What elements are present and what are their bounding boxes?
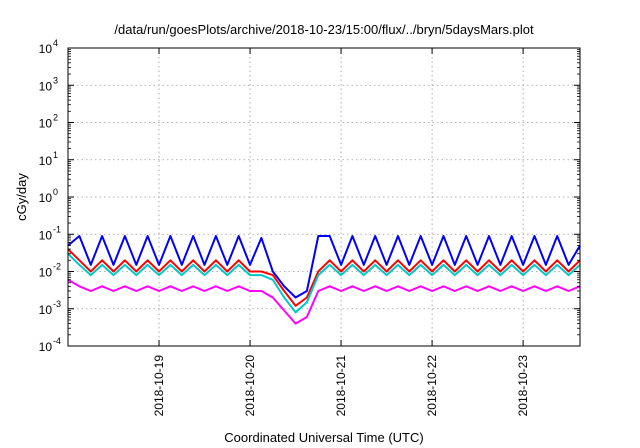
x-tick-label: 2018-10-22 — [425, 355, 439, 417]
y-axis-label: cGy/day — [14, 173, 29, 221]
x-tick-label: 2018-10-19 — [152, 355, 166, 417]
y-tick-exponent: -4 — [53, 336, 61, 346]
x-tick-label: 2018-10-20 — [243, 355, 257, 417]
y-tick-label: 10 — [39, 340, 53, 354]
y-tick-base: 10 — [39, 303, 53, 317]
y-tick-base: 10 — [39, 79, 53, 93]
x-axis-label: Coordinated Universal Time (UTC) — [224, 430, 423, 445]
y-tick-exponent: -3 — [53, 299, 61, 309]
y-tick-label: 10 — [39, 79, 53, 93]
y-tick-base: 10 — [39, 191, 53, 205]
grid — [68, 48, 580, 346]
y-tick-base: 10 — [39, 117, 53, 131]
y-tick-base: 10 — [39, 42, 53, 56]
y-tick-exponent: 3 — [53, 75, 58, 85]
y-tick-exponent: 4 — [53, 38, 58, 48]
y-tick-base: 10 — [39, 340, 53, 354]
y-tick-label: 10 — [39, 191, 53, 205]
series-line-1 — [67, 278, 581, 325]
y-tick-exponent: 0 — [53, 187, 58, 197]
y-tick-label: 10 — [39, 154, 53, 168]
series-line-4 — [67, 235, 581, 299]
y-tick-base: 10 — [39, 228, 53, 242]
series-layer — [67, 235, 581, 325]
y-tick-exponent: 2 — [53, 113, 58, 123]
y-tick-label: 10 — [39, 266, 53, 280]
series-line-3 — [67, 252, 581, 314]
y-tick-exponent: -2 — [53, 262, 61, 272]
y-tick-exponent: 1 — [53, 150, 58, 160]
y-tick-label: 10 — [39, 117, 53, 131]
y-tick-exponent: -1 — [53, 224, 61, 234]
y-tick-label: 10 — [39, 303, 53, 317]
x-tick-label: 2018-10-21 — [334, 355, 348, 417]
y-tick-label: 10 — [39, 42, 53, 56]
series-line-2 — [67, 248, 581, 307]
y-tick-base: 10 — [39, 154, 53, 168]
y-tick-base: 10 — [39, 266, 53, 280]
x-tick-label: 2018-10-23 — [516, 355, 530, 417]
chart-title: /data/run/goesPlots/archive/2018-10-23/1… — [114, 22, 534, 37]
y-tick-label: 10 — [39, 228, 53, 242]
